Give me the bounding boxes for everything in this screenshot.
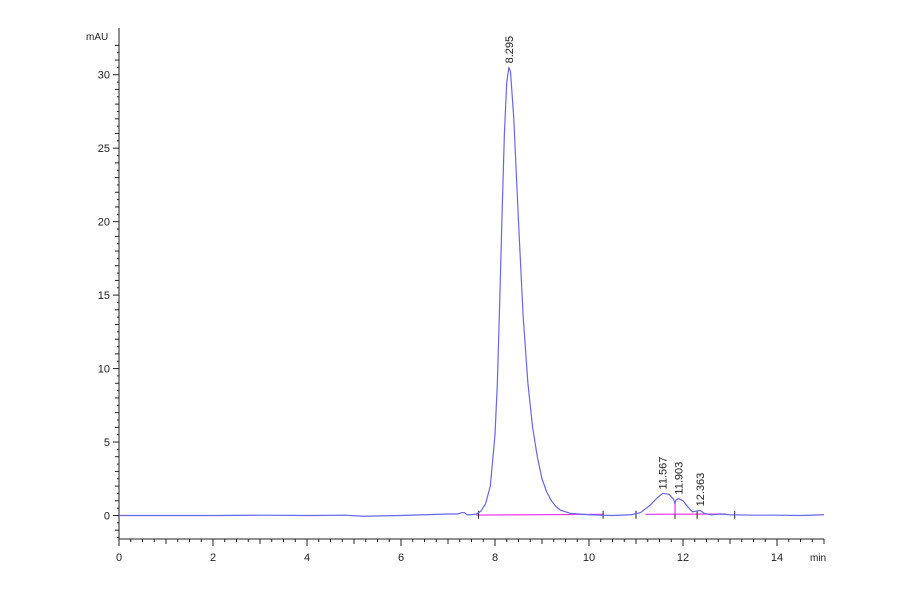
x-tick-label: 14 — [771, 552, 783, 564]
y-tick-label: 30 — [98, 70, 110, 82]
peak-label: 12.363 — [695, 473, 707, 507]
y-tick-label: 25 — [98, 143, 110, 155]
y-unit-label: mAU — [86, 32, 108, 43]
peak-labels: 8.295 11.567 11.903 12.363 — [504, 36, 707, 506]
signal-series — [119, 66, 825, 517]
x-unit-label: min — [810, 553, 826, 564]
x-tick-label: 2 — [210, 552, 216, 564]
peak-label: 11.903 — [673, 462, 685, 495]
y-tick-label: 20 — [98, 217, 110, 229]
peak-label: 8.295 — [504, 36, 516, 64]
y-axis-ticks: 0 5 10 15 20 25 30 — [98, 44, 119, 539]
x-tick-label: 6 — [398, 552, 404, 564]
y-tick-label: 0 — [104, 510, 110, 522]
y-tick-label: 15 — [98, 290, 110, 302]
x-axis-ticks: 0 2 4 6 8 10 12 14 — [116, 539, 825, 564]
x-tick-label: 4 — [304, 552, 310, 564]
y-tick-label: 5 — [104, 437, 110, 449]
x-tick-label: 8 — [492, 552, 498, 564]
x-tick-label: 0 — [116, 552, 122, 564]
signal-trace — [119, 66, 825, 517]
y-tick-label: 10 — [98, 364, 110, 376]
x-tick-label: 12 — [677, 552, 689, 564]
x-tick-label: 10 — [583, 552, 595, 564]
peak-label: 11.567 — [658, 457, 670, 490]
